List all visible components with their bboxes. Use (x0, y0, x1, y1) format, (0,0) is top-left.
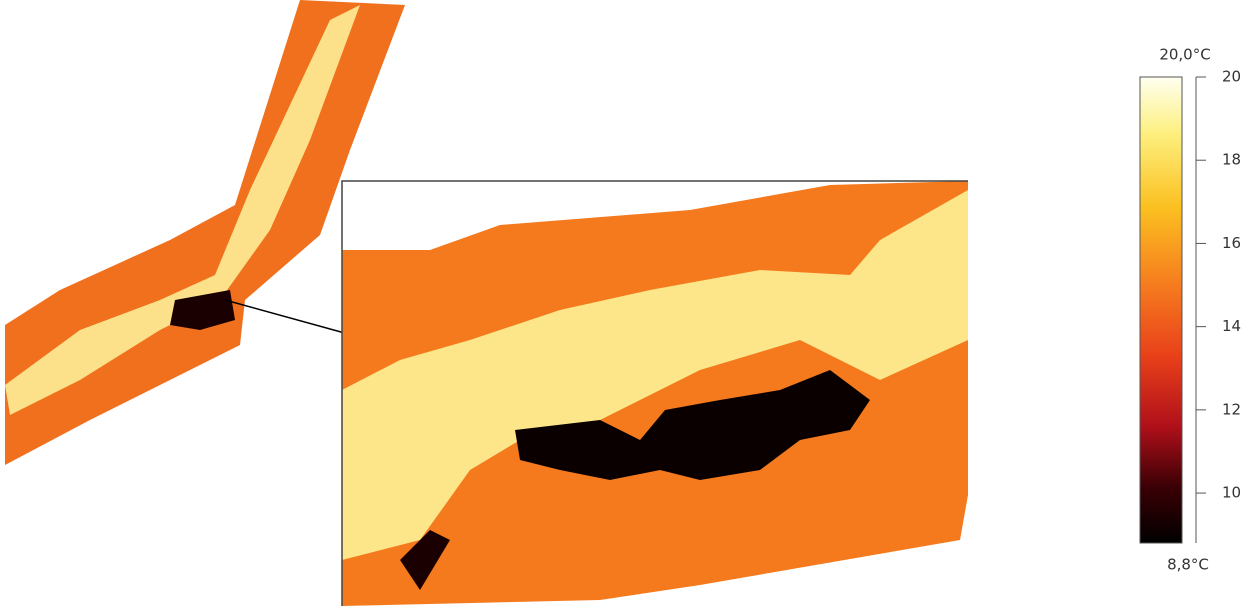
tick-label: 10 (1222, 484, 1241, 502)
colorbar (1140, 77, 1182, 543)
tick-label: 14 (1222, 317, 1241, 335)
tick-label: 20 (1222, 68, 1241, 86)
tick-label: 12 (1222, 400, 1241, 418)
tick-label: 16 (1222, 234, 1241, 252)
page: {"colorbar": {"max": {"value": 20.0, "la… (0, 0, 1249, 606)
tick-label: 18 (1222, 151, 1241, 169)
colorbar-max-label: 20,0°C (1159, 46, 1210, 64)
colorbar-min-label: 8,8°C (1167, 556, 1209, 574)
zoom-image (342, 181, 968, 606)
scene: 20,0°C 8,8°C 10 12 14 16 18 20 (0, 0, 1249, 606)
